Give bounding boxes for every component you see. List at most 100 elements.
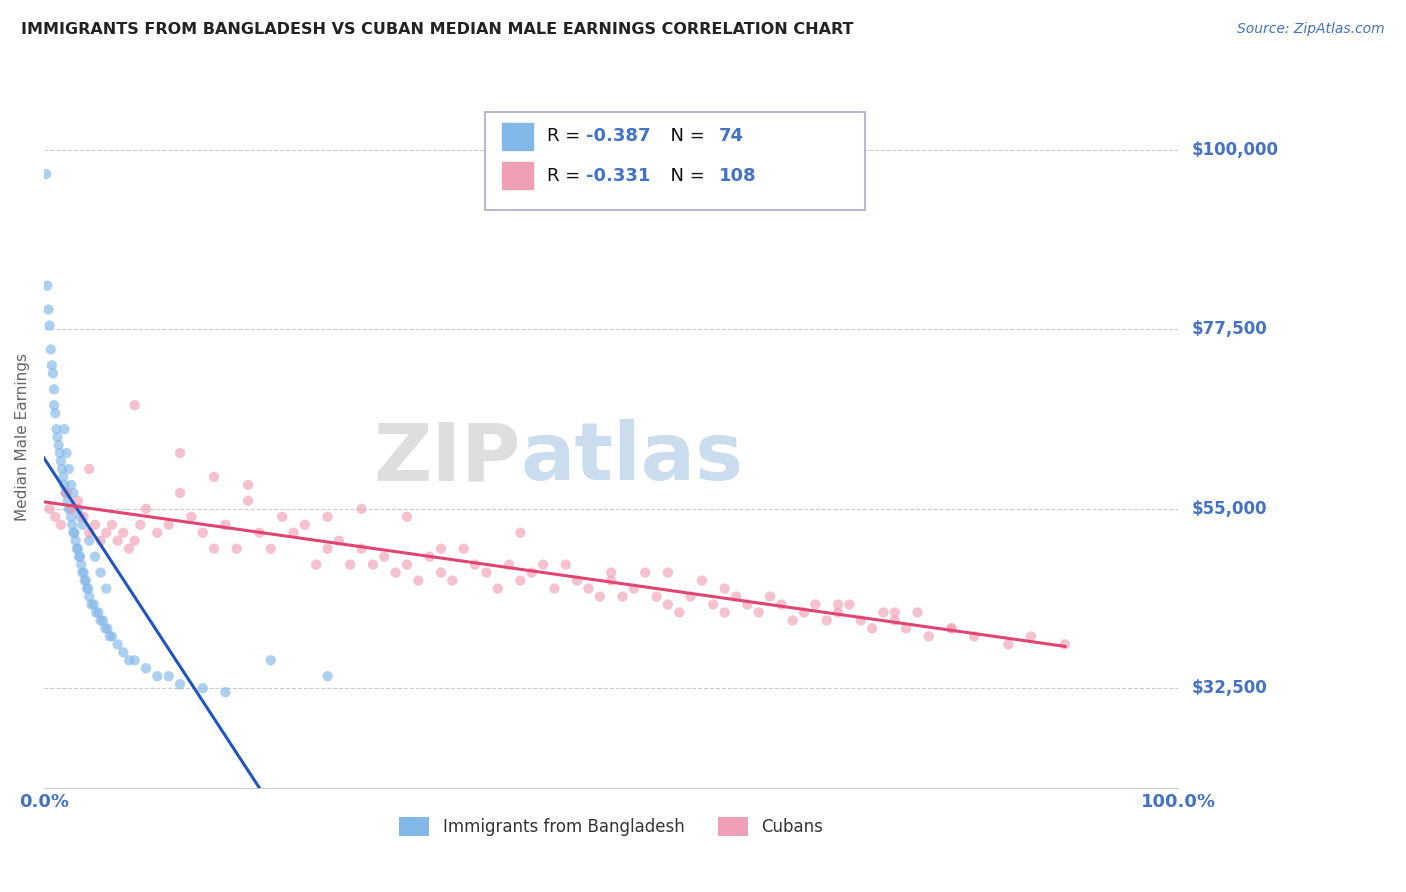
Point	[328, 533, 350, 548]
Point	[702, 598, 724, 612]
Text: N =: N =	[659, 167, 711, 185]
Point	[225, 541, 247, 556]
Point	[58, 462, 80, 476]
Point	[373, 549, 395, 564]
Point	[883, 614, 905, 628]
Point	[679, 590, 702, 604]
Text: $100,000: $100,000	[1192, 141, 1279, 159]
Point	[657, 598, 679, 612]
Point	[66, 494, 89, 508]
Point	[94, 621, 117, 635]
Point	[395, 558, 418, 572]
Point	[883, 606, 905, 620]
Point	[578, 582, 600, 596]
Text: $32,500: $32,500	[1192, 679, 1268, 698]
Point	[77, 590, 100, 604]
Point	[35, 167, 58, 181]
Point	[464, 558, 486, 572]
Point	[90, 533, 112, 548]
Point	[1053, 637, 1076, 651]
Point	[87, 606, 110, 620]
Point	[49, 446, 72, 460]
Point	[101, 517, 124, 532]
Point	[520, 566, 543, 580]
Point	[430, 566, 453, 580]
Point	[37, 278, 59, 293]
Point	[214, 517, 236, 532]
Point	[58, 501, 80, 516]
Point	[56, 494, 79, 508]
Point	[815, 614, 838, 628]
Point	[107, 637, 129, 651]
Text: -0.331: -0.331	[586, 167, 651, 185]
Point	[827, 598, 849, 612]
Point	[46, 430, 69, 444]
Point	[77, 582, 100, 596]
Point	[645, 590, 668, 604]
Point	[62, 525, 84, 540]
Point	[67, 549, 90, 564]
Point	[838, 598, 860, 612]
Point	[53, 422, 76, 436]
Point	[271, 509, 294, 524]
Point	[180, 509, 202, 524]
Point	[236, 494, 259, 508]
Legend: Immigrants from Bangladesh, Cubans: Immigrants from Bangladesh, Cubans	[392, 810, 830, 843]
Point	[75, 574, 97, 588]
Point	[66, 501, 89, 516]
Point	[60, 478, 83, 492]
Point	[62, 486, 84, 500]
Point	[169, 446, 191, 460]
Point	[59, 501, 82, 516]
Point	[45, 422, 67, 436]
Point	[589, 590, 612, 604]
Point	[249, 525, 271, 540]
Point	[408, 574, 430, 588]
Point	[498, 558, 520, 572]
Point	[77, 533, 100, 548]
Point	[350, 501, 373, 516]
Point	[395, 509, 418, 524]
Point	[69, 549, 91, 564]
Point	[236, 478, 259, 492]
Point	[531, 558, 554, 572]
Point	[49, 517, 72, 532]
Point	[48, 438, 70, 452]
Text: -0.387: -0.387	[586, 128, 651, 145]
Point	[361, 558, 384, 572]
Point	[42, 382, 65, 396]
Point	[55, 486, 77, 500]
Text: $77,500: $77,500	[1192, 320, 1268, 338]
Point	[634, 566, 657, 580]
Point	[107, 533, 129, 548]
Point	[60, 509, 83, 524]
Text: atlas: atlas	[520, 419, 744, 497]
Point	[849, 614, 872, 628]
Point	[118, 541, 141, 556]
Point	[84, 517, 107, 532]
Point	[55, 486, 77, 500]
Point	[112, 645, 135, 659]
Point	[146, 669, 169, 683]
Point	[782, 614, 804, 628]
Point	[350, 541, 373, 556]
Point	[543, 582, 565, 596]
Point	[38, 501, 60, 516]
Point	[623, 582, 645, 596]
Point	[963, 629, 986, 643]
Point	[907, 606, 929, 620]
Point	[124, 653, 146, 667]
Text: 108: 108	[718, 167, 756, 185]
Point	[872, 606, 894, 620]
Point	[316, 509, 339, 524]
Point	[657, 566, 679, 580]
Point	[294, 517, 316, 532]
Point	[713, 582, 735, 596]
Point	[997, 637, 1019, 651]
Point	[316, 541, 339, 556]
Point	[98, 629, 121, 643]
Point	[38, 318, 60, 333]
Point	[509, 525, 531, 540]
Point	[441, 574, 464, 588]
Point	[260, 541, 283, 556]
